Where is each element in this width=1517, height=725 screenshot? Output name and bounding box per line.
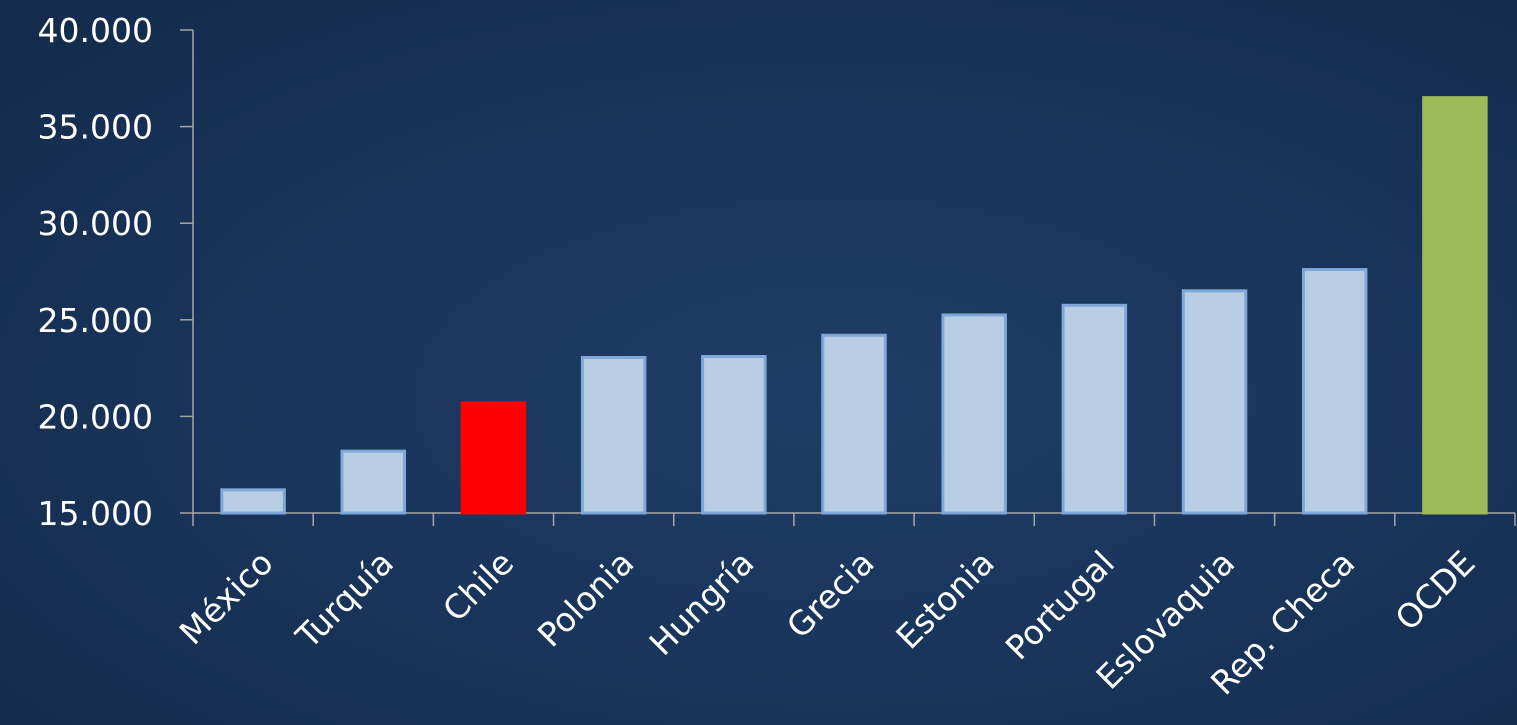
bars [220,96,1488,515]
y-tick-label: 35.000 [38,108,153,147]
y-tick-label: 30.000 [38,204,153,243]
x-tick-label: México [172,543,281,652]
bar [1301,268,1368,515]
bar [220,488,286,515]
x-tick-labels: México Turquía Chile Polonia Hungría Grecia Es… [172,543,1483,702]
bar [1181,289,1248,515]
y-tick-label: 15.000 [38,494,153,533]
x-axis [192,512,1516,526]
x-tick-label: Portugal [998,543,1122,667]
x-tick-label: Estonia [888,543,1001,656]
x-tick-label: OCDE [1388,543,1483,638]
y-tick-label: 40.000 [38,11,153,50]
bar [1061,303,1128,515]
x-tick-label: Turquía [288,543,401,656]
y-tick-label: 20.000 [38,397,153,436]
y-axis: 15.000 20.000 25.000 30.000 35.000 40.000 [38,11,194,533]
x-tick-label: Polonia [530,543,641,654]
x-tick-label: Chile [435,543,521,629]
bar [340,449,407,515]
x-tick-label: Hungría [642,543,762,663]
bar [701,355,767,515]
y-tick-label: 25.000 [38,301,153,340]
bar [580,355,647,515]
bar [1422,96,1488,515]
bar [460,401,527,515]
x-tick-label: Grecia [779,543,882,646]
bar [821,333,887,515]
bar [941,313,1007,515]
